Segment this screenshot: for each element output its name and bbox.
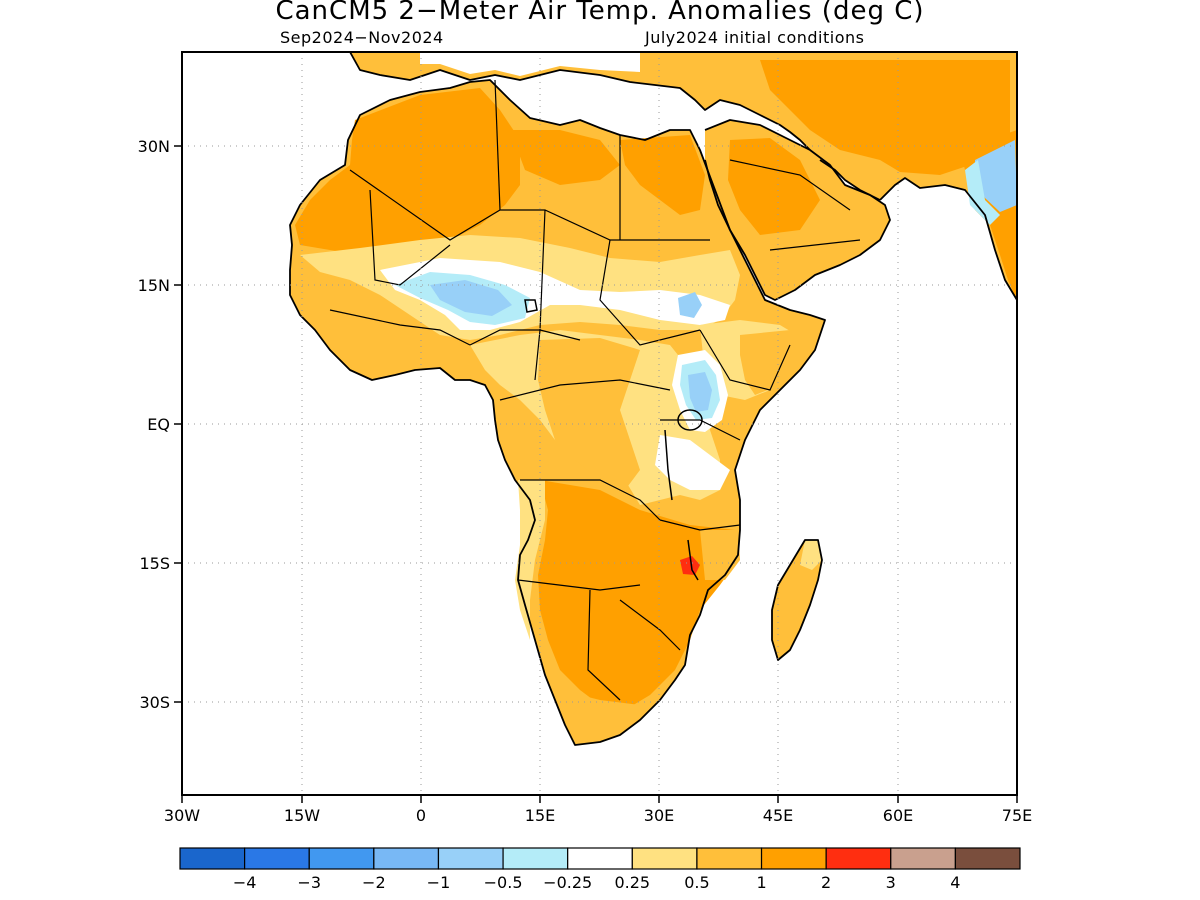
colorbar-swatch — [567, 847, 633, 870]
lakes — [524, 299, 703, 581]
colorbar-label: 4 — [950, 873, 960, 892]
colorbar-label: −4 — [233, 873, 257, 892]
sahara-hot-west — [295, 88, 520, 255]
east-africa-cool-2 — [688, 372, 712, 412]
colorbar-label: 0.25 — [614, 873, 650, 892]
latitude-labels: 30N 15N EQ 15S 30S — [138, 137, 170, 712]
lake-tanganyika — [664, 429, 673, 501]
colorbar-label: 1 — [756, 873, 766, 892]
lat-label-15s: 15S — [139, 554, 170, 573]
map-field — [289, 52, 1017, 746]
lat-label-15n: 15N — [138, 276, 170, 295]
coastlines — [289, 52, 1017, 746]
lake-malawi — [687, 539, 699, 581]
border-sahara-row — [349, 169, 710, 241]
lon-label-0: 0 — [416, 806, 426, 825]
lon-label-45e: 45E — [763, 806, 793, 825]
arabia-coastline — [704, 119, 891, 301]
colorbar-swatch — [890, 847, 956, 870]
colorbar-swatch — [308, 847, 375, 870]
colorbar-label: 0.5 — [684, 873, 709, 892]
border-tanzania-moz — [659, 519, 741, 531]
colorbar-label: −0.25 — [543, 873, 592, 892]
south-asia-cool-edge — [965, 160, 1000, 225]
asia-coastline — [879, 177, 1017, 301]
eurasia-hot-region — [760, 60, 1010, 175]
colorbar-swatch — [179, 847, 246, 870]
africa-coastline — [289, 79, 826, 746]
lon-label-15w: 15W — [284, 806, 320, 825]
madagascar — [772, 540, 822, 660]
colorbar-swatch — [954, 847, 1021, 870]
border-botswana-zim — [619, 599, 681, 651]
europe-neutral — [420, 52, 640, 76]
east-africa-neutral-strip — [655, 435, 730, 490]
country-borders — [329, 79, 861, 701]
lon-label-75e: 75E — [1002, 806, 1032, 825]
lat-label-30n: 30N — [138, 137, 170, 156]
south-coast-light — [560, 690, 660, 742]
forecast-period: Sep2024−Nov2024 — [280, 28, 444, 47]
colorbar-label: 2 — [821, 873, 831, 892]
lon-label-30w: 30W — [164, 806, 200, 825]
malawi-hot-spot — [680, 556, 700, 575]
sahara-hot-east — [510, 130, 620, 185]
madagascar-light-edge — [800, 540, 822, 570]
lat-label-30s: 30S — [139, 693, 170, 712]
madagascar-coastline — [771, 539, 823, 661]
egypt-hot — [620, 135, 705, 215]
colorbar-swatch — [631, 847, 698, 870]
mozambique-light — [700, 530, 740, 580]
border-mali — [369, 189, 451, 286]
europe-coastline — [349, 52, 811, 151]
colorbar-label: −3 — [297, 873, 321, 892]
lon-label-60e: 60E — [883, 806, 913, 825]
south-asia-cool — [975, 140, 1017, 212]
border-drc-south — [520, 479, 661, 521]
colorbar-swatch — [825, 847, 892, 870]
border-angola-namibia — [517, 579, 641, 591]
lake-victoria — [677, 409, 703, 431]
colorbar-label: −2 — [362, 873, 386, 892]
colorbar-label: −1 — [427, 873, 451, 892]
persian-gulf — [819, 159, 881, 201]
border-algeria-libya — [494, 79, 501, 211]
axis-ticks — [174, 145, 1018, 803]
lake-chad — [524, 299, 538, 313]
longitude-labels: 30W 15W 0 15E 30E 45E 60E 75E — [164, 806, 1032, 825]
border-ethiopia — [699, 329, 791, 391]
colorbar-label: −0.5 — [484, 873, 523, 892]
colorbar-swatch — [437, 847, 504, 870]
border-arabia-internal — [729, 159, 861, 251]
colorbar-label: 3 — [886, 873, 896, 892]
arabia-hot-core — [728, 138, 820, 235]
colorbar-swatch — [760, 847, 827, 870]
colorbar-swatch — [502, 847, 569, 870]
sudan-cool-spot — [678, 292, 702, 318]
map-title: CanCM5 2−Meter Air Temp. Anomalies (deg … — [275, 0, 925, 26]
west-coast-light — [515, 480, 545, 640]
lon-label-30e: 30E — [644, 806, 674, 825]
horn-orange — [740, 330, 815, 395]
border-southern-africa — [587, 589, 621, 701]
colorbar: −4 −3 −2 −1 −0.5 −0.25 0.25 0.5 1 2 3 4 — [179, 847, 1021, 892]
border-sudan — [599, 239, 701, 346]
border-east-africa — [660, 419, 741, 441]
colorbar-swatch — [244, 847, 310, 870]
border-central — [499, 379, 671, 401]
colorbar-swatch — [373, 847, 440, 870]
sahel-cooler-core — [430, 280, 512, 316]
border-west-africa — [329, 309, 471, 346]
lon-label-15e: 15E — [525, 806, 555, 825]
lat-label-eq: EQ — [147, 415, 170, 434]
central-africa-orange — [538, 338, 640, 490]
colorbar-swatch — [696, 847, 763, 870]
border-nigeria — [469, 329, 541, 381]
initial-conditions: July2024 initial conditions — [645, 28, 865, 47]
